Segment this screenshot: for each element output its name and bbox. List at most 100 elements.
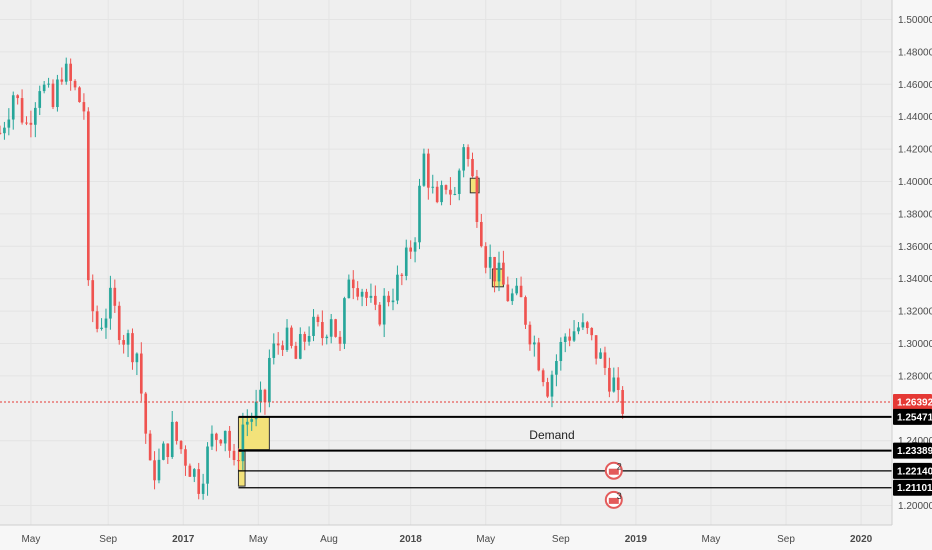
candle-body <box>497 262 501 282</box>
candle-body <box>0 132 2 134</box>
candle-body <box>307 335 311 342</box>
candle-body <box>25 122 28 124</box>
candle-body <box>572 331 576 341</box>
candle-body <box>192 469 196 477</box>
candle-body <box>608 367 611 392</box>
candle-body <box>510 293 514 302</box>
price-tick-label: 1.32000 <box>898 307 932 318</box>
candles <box>0 57 624 500</box>
highlight-box <box>469 177 480 194</box>
candle-body <box>316 316 320 323</box>
candle-body <box>272 343 276 358</box>
candle-body <box>382 295 386 325</box>
candle-body <box>360 291 364 297</box>
candle-body <box>493 256 496 282</box>
candle-body <box>184 449 187 466</box>
candle-body <box>148 433 152 461</box>
price-axis[interactable] <box>891 0 932 525</box>
candle-body <box>550 374 554 397</box>
candle-body <box>188 465 192 477</box>
candle-body <box>131 333 134 363</box>
candle-body <box>585 322 589 329</box>
candle-body <box>444 185 448 190</box>
candle-body <box>616 377 620 390</box>
candle-body <box>109 287 112 319</box>
candle-body <box>555 361 558 375</box>
candle-body <box>42 84 46 92</box>
price-tick-label: 1.34000 <box>898 274 932 285</box>
candle-body <box>488 256 492 268</box>
time-tick-label: Aug <box>320 534 338 545</box>
event-flag-stripe <box>608 468 619 475</box>
candle-body <box>60 79 64 82</box>
price-tick-label: 1.30000 <box>898 339 932 350</box>
candle-body <box>38 91 42 108</box>
candle-body <box>568 336 571 341</box>
time-axis[interactable] <box>0 524 932 550</box>
candle-body <box>219 439 223 444</box>
time-tick-label: Sep <box>552 534 570 545</box>
candle-body <box>449 189 452 195</box>
candle-body <box>298 334 302 359</box>
level-price-badge-bg <box>893 408 932 425</box>
candle-body <box>577 327 580 332</box>
candle-body <box>321 322 324 339</box>
event-markers[interactable]: 23 <box>604 461 623 509</box>
level-price-badge-bg <box>893 479 932 496</box>
candle-body <box>179 440 183 450</box>
candle-body <box>404 247 408 276</box>
candle-body <box>351 279 355 289</box>
time-tick-label: Sep <box>99 534 117 545</box>
candle-body <box>466 147 470 159</box>
price-tick-label: 1.28000 <box>898 371 932 382</box>
price-tick-label: 1.44000 <box>898 112 932 123</box>
price-tick-labels: 1.50000 1.48000 1.46000 1.44000 1.42000 1.400… <box>898 15 932 512</box>
candle-body <box>532 342 536 345</box>
candle-body <box>113 287 117 306</box>
event-count: 2 <box>617 462 622 472</box>
candle-body <box>559 341 563 362</box>
candle-body <box>369 295 373 298</box>
event-count: 3 <box>617 491 622 501</box>
event-flag-stripe <box>608 497 619 504</box>
candle-body <box>594 335 598 359</box>
candle-body <box>603 352 607 368</box>
candle-body <box>528 324 532 345</box>
candle-body <box>325 336 329 339</box>
candle-body <box>427 153 430 188</box>
candle-body <box>418 185 421 243</box>
candle-body <box>104 318 108 328</box>
candle-body <box>524 297 527 325</box>
candle-body <box>590 328 594 336</box>
candle-body <box>396 274 399 301</box>
candle-body <box>126 333 130 345</box>
candle-body <box>144 393 148 434</box>
price-tick-label: 1.42000 <box>898 145 932 156</box>
grid <box>0 0 892 525</box>
level-price-badge: 1.23389 <box>897 446 932 457</box>
candle-body <box>462 147 465 171</box>
candle-body <box>139 353 143 394</box>
candle-body <box>215 433 218 440</box>
current-price-badge: 1.26392 <box>897 397 932 408</box>
candle-body <box>599 352 602 359</box>
candle-body <box>329 319 333 337</box>
candle-body <box>471 158 474 177</box>
candle-body <box>356 288 360 297</box>
candle-body <box>347 279 351 299</box>
candle-body <box>285 327 289 350</box>
candle-body <box>422 153 426 186</box>
candle-body <box>250 419 254 422</box>
candle-body <box>100 327 103 329</box>
candle-body <box>374 295 377 305</box>
horizontal-levels[interactable] <box>238 415 892 489</box>
candle-body <box>245 421 249 425</box>
candle-body <box>153 460 156 481</box>
candle-body <box>391 300 395 303</box>
candle-body <box>365 291 368 298</box>
candle-body <box>502 262 505 285</box>
time-tick-label: May <box>249 534 268 545</box>
candle-body <box>135 353 139 363</box>
